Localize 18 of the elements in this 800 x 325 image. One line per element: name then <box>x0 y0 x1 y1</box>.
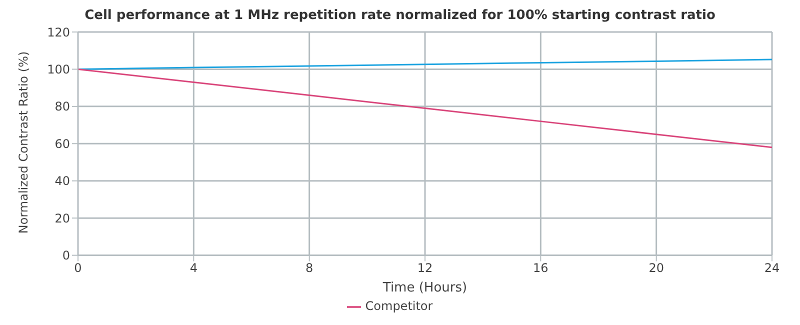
y-tick-label: 120 <box>47 25 70 40</box>
y-tick-label: 100 <box>47 62 70 76</box>
x-tick-label: 16 <box>533 260 548 275</box>
y-tick-label: 40 <box>54 174 70 188</box>
legend-label: Competitor <box>365 299 433 314</box>
y-tick-label: 80 <box>54 100 70 114</box>
y-tick-label: 0 <box>62 248 70 263</box>
x-tick-label: 20 <box>648 260 664 275</box>
x-axis-title: Time (Hours) <box>382 280 468 296</box>
y-tick-label: 60 <box>54 136 70 151</box>
x-tick-label: 0 <box>74 260 82 275</box>
chart-title: Cell performance at 1 MHz repetition rate normalized for 100% starting contrast ratio <box>84 8 716 23</box>
x-tick-label: 12 <box>417 260 433 275</box>
x-tick-label: 8 <box>306 260 314 275</box>
y-tick-label: 20 <box>54 211 70 226</box>
x-tick-label: 4 <box>190 260 198 275</box>
x-tick-label: 24 <box>764 260 780 275</box>
y-axis-title: Normalized Contrast Ratio (%) <box>16 51 30 234</box>
